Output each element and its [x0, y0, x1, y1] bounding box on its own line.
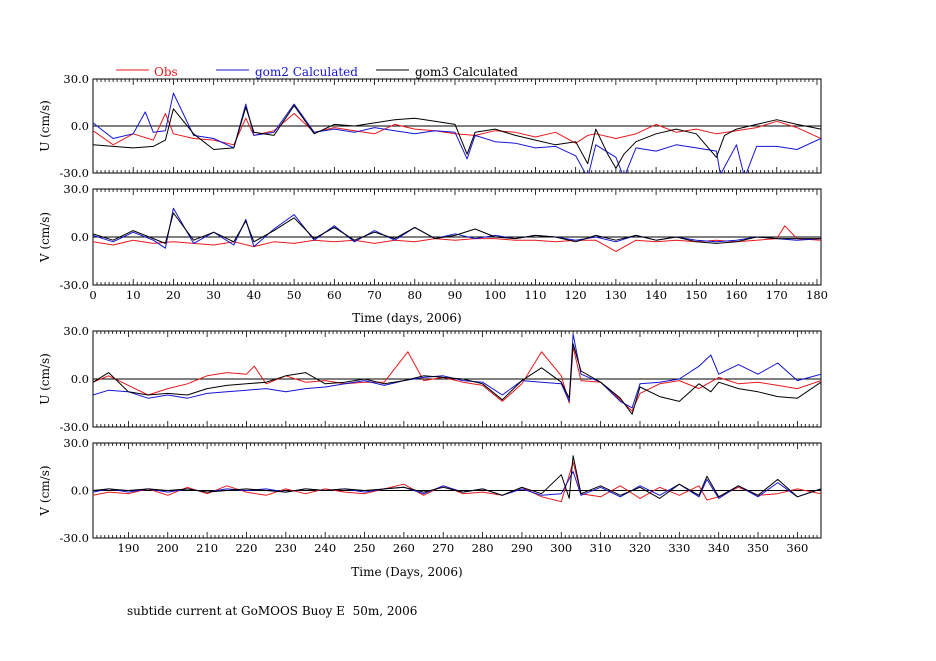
series-line-gom3-calculated [93, 343, 821, 415]
x-tick-label: 330 [668, 541, 690, 555]
x-tick-label: 340 [708, 541, 730, 555]
y-tick-label: -30.0 [60, 531, 90, 545]
chart-panels: 30.0 0.0 -30.0 U (cm/s) 30.0 0.0 -30.0 V (cm/s)… [38, 72, 828, 579]
legend-entry-obs: Obs [116, 65, 178, 79]
x-tick-label: 210 [196, 541, 218, 555]
x-tick-label: 320 [629, 541, 651, 555]
x-tick-label: 350 [747, 541, 769, 555]
x-tick-label: 300 [550, 541, 572, 555]
y-tick-label: 0.0 [71, 119, 89, 133]
y-axis-label: U (cm/s) [38, 100, 52, 152]
series-line-gom3-calculated [93, 105, 821, 169]
x-tick-label: 360 [786, 541, 808, 555]
x-tick-label: 120 [565, 288, 587, 302]
x-tick-label: 240 [314, 541, 336, 555]
panel-1: 30.0 0.0 -30.0 U (cm/s) [38, 72, 822, 180]
y-tick-label: -30.0 [60, 278, 90, 292]
series-line-obs [93, 113, 821, 146]
series-line-gom3-calculated [93, 212, 821, 244]
series-line-obs [93, 461, 821, 503]
x-tick-label: 60 [327, 288, 342, 302]
x-axis-label: Time (Days, 2006) [351, 565, 462, 579]
x-tick-label: 140 [645, 288, 667, 302]
series-line-obs [93, 346, 821, 412]
x-tick-label: 70 [367, 288, 382, 302]
legend-label: Obs [154, 65, 178, 79]
figure-caption: subtide current at GoMOOS Buoy E 50m, 20… [127, 604, 418, 618]
x-tick-label: 270 [432, 541, 454, 555]
x-tick-label: 10 [126, 288, 141, 302]
x-tick-label: 160 [726, 288, 748, 302]
series-line-gom2-calculated [93, 207, 821, 249]
x-axis-ticks [92, 443, 822, 538]
legend-label: gom3 Calculated [415, 65, 518, 79]
y-tick-label: -30.0 [60, 166, 90, 180]
y-tick-label: 0.0 [71, 484, 89, 498]
x-axis-label: Time (days, 2006) [352, 311, 461, 325]
x-tick-label: 80 [407, 288, 422, 302]
y-tick-label: 30.0 [63, 436, 89, 450]
panel-3: 30.0 0.0 -30.0 U (cm/s) [38, 324, 822, 434]
x-tick-label: 190 [117, 541, 139, 555]
x-tick-label: 230 [275, 541, 297, 555]
series-line-gom2-calculated [93, 92, 821, 173]
x-tick-label: 130 [605, 288, 627, 302]
x-tick-label: 40 [247, 288, 262, 302]
y-axis-label: V (cm/s) [38, 465, 52, 516]
x-tick-label: 90 [448, 288, 463, 302]
y-tick-label: 30.0 [63, 72, 89, 86]
y-tick-label: 30.0 [63, 324, 89, 338]
y-tick-label: 0.0 [71, 230, 89, 244]
legend: Obs gom2 Calculated gom3 Calculated [116, 65, 518, 79]
x-tick-label: 220 [235, 541, 257, 555]
panel-4: 30.0 0.0 -30.0 V (cm/s) 190 200 210 220 230 240 25… [38, 436, 822, 579]
x-tick-label: 200 [157, 541, 179, 555]
x-tick-label: 50 [287, 288, 302, 302]
legend-label: gom2 Calculated [255, 65, 358, 79]
x-axis-ticks [92, 79, 822, 173]
y-tick-label: 30.0 [63, 182, 89, 196]
y-axis-label: U (cm/s) [38, 353, 52, 405]
x-tick-label: 30 [206, 288, 221, 302]
x-tick-label: 180 [806, 288, 828, 302]
legend-entry-gom3-calculated: gom3 Calculated [376, 65, 518, 79]
legend-entry-gom2-calculated: gom2 Calculated [216, 65, 358, 79]
series-line-gom3-calculated [93, 455, 821, 499]
x-tick-label: 100 [484, 288, 506, 302]
x-tick-label: 280 [472, 541, 494, 555]
series-line-obs [93, 225, 821, 252]
y-tick-label: 0.0 [71, 372, 89, 386]
x-tick-label: 260 [393, 541, 415, 555]
panel-2: 30.0 0.0 -30.0 V (cm/s) 0 10 20 30 40 50 60 70 80 90 1… [38, 182, 828, 325]
series-line-gom2-calculated [93, 333, 821, 409]
x-tick-label: 290 [511, 541, 533, 555]
y-axis-label: V (cm/s) [38, 212, 52, 263]
x-tick-label: 0 [89, 288, 96, 302]
x-tick-label: 170 [766, 288, 788, 302]
x-tick-label: 110 [524, 288, 546, 302]
x-tick-label: 150 [685, 288, 707, 302]
x-tick-label: 310 [590, 541, 612, 555]
x-tick-label: 20 [166, 288, 181, 302]
x-tick-label: 250 [354, 541, 376, 555]
x-axis-ticks [92, 331, 822, 427]
x-axis-ticks [92, 189, 822, 285]
y-tick-label: -30.0 [60, 420, 90, 434]
